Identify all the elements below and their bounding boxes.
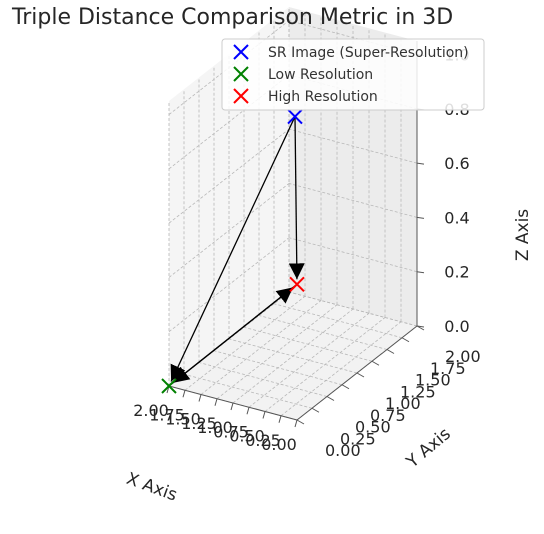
grid-line	[183, 373, 313, 409]
y-tick-label: 0.75	[370, 406, 406, 425]
x-tick	[198, 394, 202, 402]
grid-line	[288, 183, 418, 218]
x-tick-label: 1.00	[197, 418, 233, 437]
data-point-marker	[161, 378, 177, 394]
y-tick	[371, 360, 380, 366]
x-tick	[278, 415, 282, 423]
grid-line	[288, 237, 418, 273]
grid-line	[228, 338, 358, 374]
x-tick	[214, 398, 218, 406]
arrows	[168, 116, 305, 387]
arrow	[170, 116, 296, 382]
y-tick	[401, 337, 410, 343]
grid-line	[258, 315, 388, 350]
data-markers	[161, 108, 305, 394]
x-tick	[262, 411, 266, 419]
arrow	[288, 116, 305, 280]
x-axis-label: X Axis	[124, 469, 180, 506]
data-point-marker	[289, 276, 305, 292]
grid-line	[200, 300, 322, 395]
x-tick	[230, 402, 234, 411]
y-tick-label: 1.50	[415, 371, 451, 390]
x-tick-label: 1.25	[181, 414, 217, 433]
tick-marks	[166, 54, 425, 428]
y-tick-label: 2.00	[445, 347, 481, 366]
x-tick-label: 1.75	[149, 405, 185, 424]
y-tick-label: 1.00	[385, 394, 421, 413]
grid-line	[264, 317, 386, 412]
legend-marker	[233, 66, 249, 82]
grid-line	[168, 237, 290, 333]
x-tick	[182, 390, 186, 398]
y-tick-label: 0.00	[325, 441, 361, 460]
legend-label-sr: SR Image (Super-Resolution)	[268, 45, 469, 61]
legend-label-high: High Resolution	[268, 89, 378, 105]
grid-line	[168, 128, 290, 224]
z-tick	[416, 162, 425, 165]
legend-marker	[233, 88, 249, 104]
x-tick-label: 0.75	[213, 422, 249, 441]
z-axis-label: Z Axis	[513, 209, 533, 261]
data-point-marker	[287, 108, 303, 125]
y-tick	[311, 407, 320, 413]
legend: SR Image (Super-Resolution) Low Resoluti…	[221, 38, 485, 111]
y-tick-label: 1.25	[400, 382, 436, 401]
grid-line	[198, 362, 328, 397]
x-tick	[294, 419, 298, 428]
z-tick	[416, 271, 425, 274]
z-tick	[416, 325, 425, 328]
grid-line	[273, 303, 403, 339]
x-tick-label: 0.25	[245, 431, 281, 450]
grid-line	[248, 312, 370, 408]
x-tick-label: 0.50	[229, 427, 265, 446]
chart-title: Triple Distance Comparison Metric in 3D	[11, 5, 453, 30]
y-tick	[341, 384, 350, 390]
z-tick-label: 0.0	[444, 317, 469, 336]
y-tick	[326, 396, 335, 401]
y-tick	[356, 372, 365, 378]
legend-frame	[221, 38, 485, 111]
legend-label-low: Low Resolution	[268, 67, 373, 83]
y-tick-label: 1.75	[430, 359, 466, 378]
z-tick-label: 0.6	[444, 154, 469, 173]
y-tick	[386, 349, 395, 354]
y-tick-label: 0.25	[340, 429, 376, 448]
z-tick-label: 0.4	[444, 208, 469, 227]
y-tick-label: 0.50	[355, 418, 391, 437]
x-tick-label: 0.00	[261, 435, 297, 454]
grid-line	[288, 291, 418, 327]
grid-line	[168, 183, 290, 278]
x-tick	[246, 407, 250, 415]
grid-line	[213, 350, 343, 386]
x-tick-label: 1.50	[165, 410, 201, 429]
y-axis-label: Y Axis	[402, 424, 455, 473]
z-tick-label: 0.2	[444, 263, 469, 282]
y-tick	[296, 419, 305, 425]
legend-marker	[233, 44, 249, 60]
z-tick	[416, 216, 425, 219]
grid-line	[243, 326, 373, 362]
grid-line	[288, 128, 418, 164]
x-tick-label: 2.00	[133, 401, 169, 420]
arrow	[172, 283, 298, 384]
